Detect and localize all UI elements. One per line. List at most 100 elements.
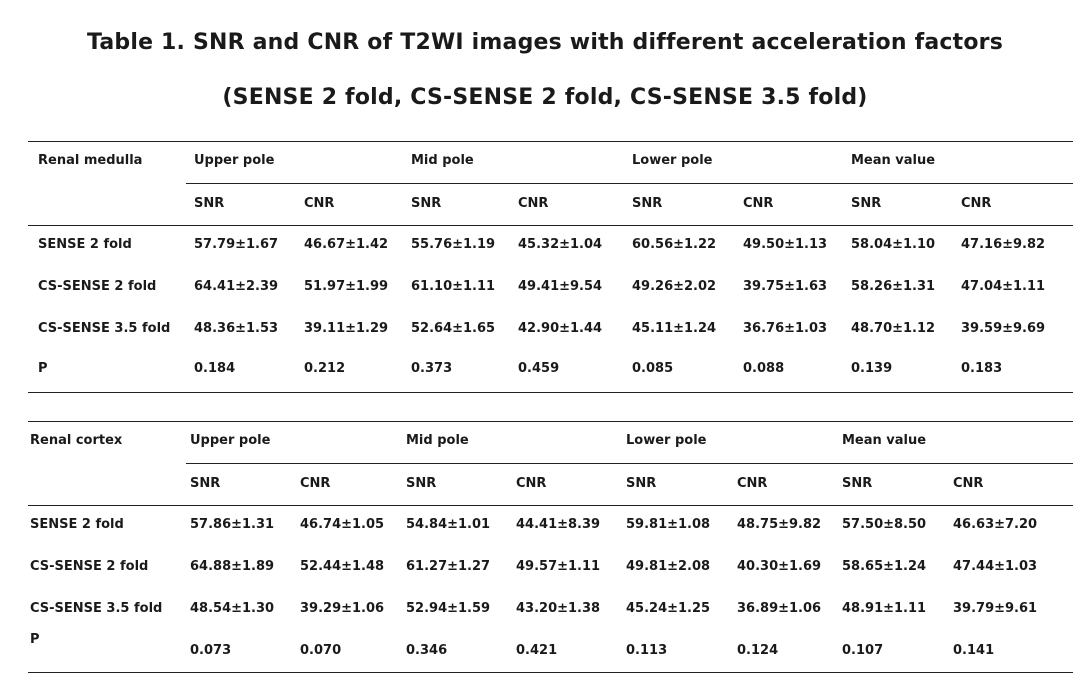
table-cell: 42.90±1.44 bbox=[518, 321, 603, 336]
table-cell: 48.91±1.11 bbox=[842, 601, 927, 616]
group-header-rule bbox=[186, 183, 1073, 184]
table-cell: 0.459 bbox=[518, 361, 560, 376]
group-header: Upper pole bbox=[194, 153, 275, 168]
table-cell: 40.30±1.69 bbox=[737, 559, 822, 574]
table-cell: 0.107 bbox=[842, 643, 884, 658]
column-header: SNR bbox=[194, 196, 225, 211]
table-cell: 36.76±1.03 bbox=[743, 321, 828, 336]
column-header: SNR bbox=[190, 476, 221, 491]
column-header: SNR bbox=[411, 196, 442, 211]
row-label: CS-SENSE 3.5 fold bbox=[38, 321, 171, 336]
table-cell: 64.41±2.39 bbox=[194, 279, 279, 294]
table-cell: 39.29±1.06 bbox=[300, 601, 385, 616]
table-cell: 47.04±1.11 bbox=[961, 279, 1046, 294]
table-bottom-rule bbox=[28, 392, 1073, 393]
table-cell: 0.124 bbox=[737, 643, 779, 658]
column-header: CNR bbox=[300, 476, 331, 491]
table-cell: 58.04±1.10 bbox=[851, 237, 936, 252]
group-header: Mean value bbox=[842, 433, 927, 448]
row-label: P bbox=[38, 361, 48, 376]
header-bottom-rule bbox=[28, 225, 1073, 226]
table-cell: 52.94±1.59 bbox=[406, 601, 491, 616]
row-label: P bbox=[30, 632, 40, 647]
column-header: CNR bbox=[961, 196, 992, 211]
group-header: Lower pole bbox=[632, 153, 713, 168]
table-cell: 52.44±1.48 bbox=[300, 559, 385, 574]
table-cell: 0.141 bbox=[953, 643, 995, 658]
column-header: CNR bbox=[737, 476, 768, 491]
table-cell: 46.67±1.42 bbox=[304, 237, 389, 252]
table-cell: 49.26±2.02 bbox=[632, 279, 717, 294]
row-label: SENSE 2 fold bbox=[30, 517, 124, 532]
table-cell: 46.74±1.05 bbox=[300, 517, 385, 532]
table-cell: 49.81±2.08 bbox=[626, 559, 711, 574]
table-cell: 0.085 bbox=[632, 361, 674, 376]
table-cell: 59.81±1.08 bbox=[626, 517, 711, 532]
group-header-rule bbox=[186, 463, 1073, 464]
table-top-rule bbox=[28, 421, 1073, 422]
column-header: SNR bbox=[842, 476, 873, 491]
row-label: CS-SENSE 3.5 fold bbox=[30, 601, 163, 616]
table-cell: 57.79±1.67 bbox=[194, 237, 279, 252]
table-cell: 45.11±1.24 bbox=[632, 321, 717, 336]
table-cell: 57.50±8.50 bbox=[842, 517, 927, 532]
column-header: CNR bbox=[304, 196, 335, 211]
table-cell: 45.24±1.25 bbox=[626, 601, 711, 616]
table-cell: 58.65±1.24 bbox=[842, 559, 927, 574]
table-cell: 54.84±1.01 bbox=[406, 517, 491, 532]
column-header: CNR bbox=[516, 476, 547, 491]
table-cell: 64.88±1.89 bbox=[190, 559, 275, 574]
table-cell: 52.64±1.65 bbox=[411, 321, 496, 336]
column-header: CNR bbox=[743, 196, 774, 211]
table-cell: 58.26±1.31 bbox=[851, 279, 936, 294]
table-cell: 0.373 bbox=[411, 361, 453, 376]
table-cell: 0.139 bbox=[851, 361, 893, 376]
table-cell: 55.76±1.19 bbox=[411, 237, 496, 252]
table-cell: 44.41±8.39 bbox=[516, 517, 601, 532]
table-cell: 0.088 bbox=[743, 361, 785, 376]
table-cell: 48.54±1.30 bbox=[190, 601, 275, 616]
table-cell: 39.11±1.29 bbox=[304, 321, 389, 336]
header-bottom-rule bbox=[28, 505, 1073, 506]
table-subtitle: (SENSE 2 fold, CS-SENSE 2 fold, CS-SENSE… bbox=[222, 85, 868, 110]
group-header: Upper pole bbox=[190, 433, 271, 448]
table-cell: 48.70±1.12 bbox=[851, 321, 936, 336]
table-region-label: Renal medulla bbox=[38, 153, 143, 168]
group-header: Mean value bbox=[851, 153, 936, 168]
table-bottom-rule bbox=[28, 672, 1073, 673]
table-cell: 39.59±9.69 bbox=[961, 321, 1046, 336]
group-header: Lower pole bbox=[626, 433, 707, 448]
column-header: SNR bbox=[632, 196, 663, 211]
table-cell: 45.32±1.04 bbox=[518, 237, 603, 252]
table-cell: 39.79±9.61 bbox=[953, 601, 1038, 616]
table-cell: 57.86±1.31 bbox=[190, 517, 275, 532]
group-header: Mid pole bbox=[411, 153, 474, 168]
table-cell: 47.44±1.03 bbox=[953, 559, 1038, 574]
table-cell: 36.89±1.06 bbox=[737, 601, 822, 616]
table-cell: 0.183 bbox=[961, 361, 1003, 376]
row-label: SENSE 2 fold bbox=[38, 237, 132, 252]
table-cell: 0.070 bbox=[300, 643, 342, 658]
table-cell: 46.63±7.20 bbox=[953, 517, 1038, 532]
table-top-rule bbox=[28, 141, 1073, 142]
table-cell: 51.97±1.99 bbox=[304, 279, 389, 294]
table-cell: 49.50±1.13 bbox=[743, 237, 828, 252]
table-cell: 48.36±1.53 bbox=[194, 321, 279, 336]
column-header: CNR bbox=[518, 196, 549, 211]
table-cell: 0.113 bbox=[626, 643, 668, 658]
column-header: SNR bbox=[406, 476, 437, 491]
table-title: Table 1. SNR and CNR of T2WI images with… bbox=[86, 30, 1004, 55]
table-cell: 0.421 bbox=[516, 643, 558, 658]
column-header: CNR bbox=[953, 476, 984, 491]
table-cell: 60.56±1.22 bbox=[632, 237, 717, 252]
table-cell: 47.16±9.82 bbox=[961, 237, 1046, 252]
table-cell: 0.073 bbox=[190, 643, 232, 658]
table-cell: 0.346 bbox=[406, 643, 448, 658]
table-cell: 39.75±1.63 bbox=[743, 279, 828, 294]
group-header: Mid pole bbox=[406, 433, 469, 448]
table-cell: 49.41±9.54 bbox=[518, 279, 603, 294]
row-label: CS-SENSE 2 fold bbox=[30, 559, 149, 574]
table-cell: 0.212 bbox=[304, 361, 346, 376]
table-region-label: Renal cortex bbox=[30, 433, 123, 448]
table-cell: 0.184 bbox=[194, 361, 236, 376]
